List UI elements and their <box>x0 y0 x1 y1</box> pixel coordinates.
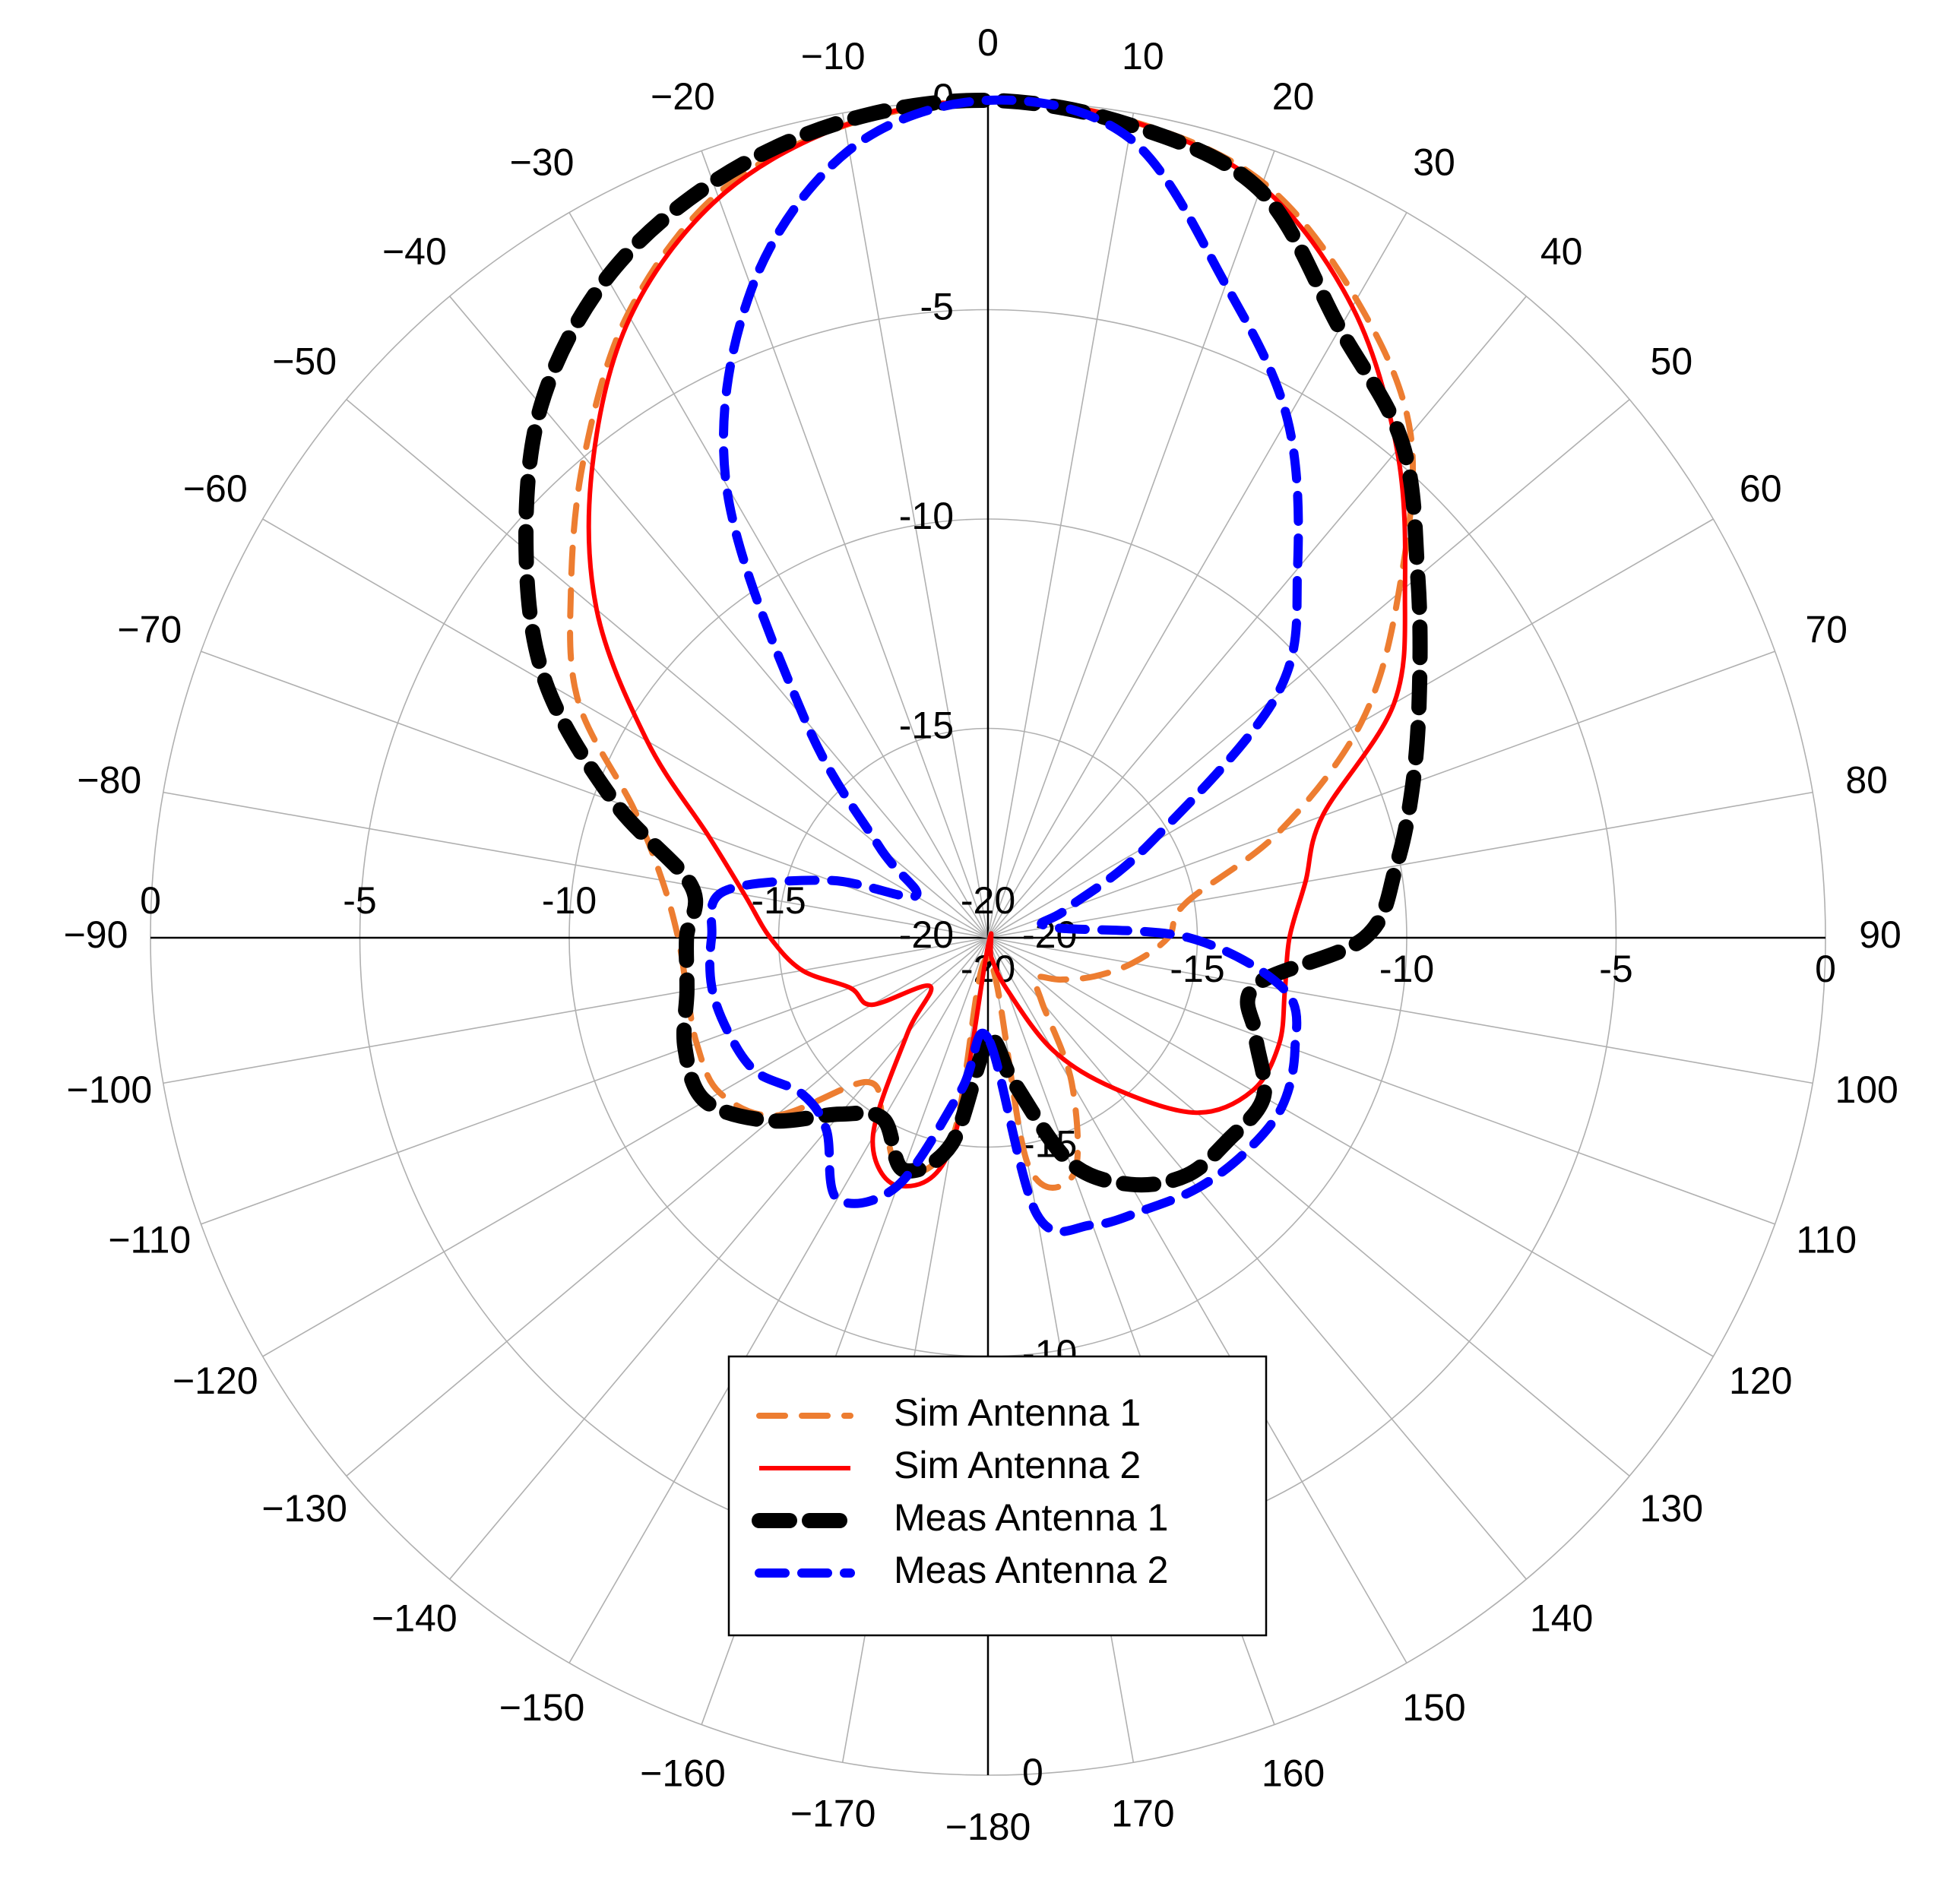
angle-tick-label: −180 <box>945 1806 1031 1848</box>
grid-line <box>201 937 989 1225</box>
grid-line <box>568 937 989 1663</box>
grid-line <box>987 518 1714 938</box>
grid-line <box>987 150 1275 938</box>
angle-tick-label: −110 <box>108 1219 191 1261</box>
angle-tick-label: 120 <box>1729 1359 1792 1402</box>
grid-line <box>987 937 1813 1084</box>
angle-tick-label: 0 <box>977 21 999 64</box>
angle-tick-label: 110 <box>1796 1219 1857 1261</box>
angle-tick-label: −20 <box>651 75 715 118</box>
grid-line <box>987 650 1775 938</box>
grid-line <box>987 296 1527 938</box>
r-tick-label: -20 <box>899 913 954 956</box>
angle-tick-label: −50 <box>272 340 337 383</box>
r-tick-label: 0 <box>1022 1751 1043 1793</box>
grid-line <box>987 937 1630 1477</box>
series-line <box>705 95 1303 1236</box>
angle-tick-label: 10 <box>1122 35 1164 78</box>
grid-line <box>987 399 1630 938</box>
series-line <box>586 97 1408 1189</box>
grid-line <box>987 937 1714 1357</box>
grid-line <box>262 518 989 938</box>
grid-line <box>987 791 1813 938</box>
legend-box <box>727 1355 1268 1637</box>
angle-tick-label: 160 <box>1262 1752 1325 1794</box>
grid-line <box>987 212 1407 938</box>
angle-tick-label: 130 <box>1640 1487 1703 1530</box>
angle-tick-label: −90 <box>64 913 128 956</box>
grid-line <box>841 112 989 938</box>
angle-tick-label: 140 <box>1530 1597 1593 1640</box>
grid-line <box>568 212 989 938</box>
angle-tick-label: 170 <box>1111 1792 1174 1834</box>
angle-tick-label: −120 <box>173 1359 258 1402</box>
grid-line <box>201 650 989 938</box>
r-tick-label: -10 <box>899 495 954 537</box>
angle-tick-label: −170 <box>790 1792 876 1834</box>
angle-tick-label: 50 <box>1651 340 1693 383</box>
grid-line <box>262 937 989 1357</box>
r-tick-label: -5 <box>343 879 376 922</box>
r-tick-label: 0 <box>1815 948 1836 990</box>
grid-line <box>987 937 1407 1663</box>
grid-line <box>449 937 989 1580</box>
angle-tick-label: −70 <box>117 609 182 651</box>
angle-tick-label: −80 <box>77 758 141 801</box>
angle-tick-label: 90 <box>1859 913 1901 956</box>
legend: Sim Antenna 1 Sim Antenna 2 Meas Antenna 1… <box>727 1355 1268 1637</box>
r-tick-label: -15 <box>899 704 954 747</box>
r-tick-label: -20 <box>961 879 1015 922</box>
angle-tick-label: −100 <box>67 1068 153 1111</box>
grid-line <box>701 150 989 938</box>
angle-tick-label: 20 <box>1272 75 1315 118</box>
r-tick-label: -5 <box>920 286 954 328</box>
angle-tick-label: −10 <box>801 35 866 78</box>
grid-line <box>163 937 989 1084</box>
angle-tick-label: 150 <box>1402 1686 1465 1729</box>
grid-line <box>346 937 989 1477</box>
angle-tick-label: −40 <box>382 230 447 273</box>
angle-tick-label: 30 <box>1413 141 1455 183</box>
legend-label: Sim Antenna 1 <box>894 1391 1141 1434</box>
angle-tick-label: −130 <box>261 1487 347 1530</box>
r-tick-label: -10 <box>1379 948 1434 990</box>
angle-tick-label: 60 <box>1740 467 1782 510</box>
grid-line <box>987 937 1527 1580</box>
grid-line <box>987 937 1775 1225</box>
angle-tick-label: −140 <box>372 1597 458 1640</box>
r-tick-label: -10 <box>542 879 597 922</box>
angle-tick-label: 70 <box>1805 609 1848 651</box>
angle-tick-label: 40 <box>1540 230 1583 273</box>
angle-tick-label: 80 <box>1845 758 1888 801</box>
angle-tick-label: −150 <box>499 1686 585 1729</box>
r-tick-label: 0 <box>140 879 161 922</box>
angle-tick-label: −60 <box>183 467 248 510</box>
angle-tick-label: −160 <box>640 1752 726 1794</box>
legend-label: Meas Antenna 1 <box>894 1496 1168 1539</box>
r-tick-label: -15 <box>1170 948 1224 990</box>
angle-tick-label: 100 <box>1835 1068 1898 1111</box>
grid-line <box>987 112 1135 938</box>
r-tick-label: -5 <box>1599 948 1632 990</box>
grid-line <box>163 791 989 938</box>
legend-label: Meas Antenna 2 <box>894 1549 1168 1591</box>
angle-tick-label: −30 <box>510 141 575 183</box>
legend-label: Sim Antenna 2 <box>894 1444 1141 1486</box>
